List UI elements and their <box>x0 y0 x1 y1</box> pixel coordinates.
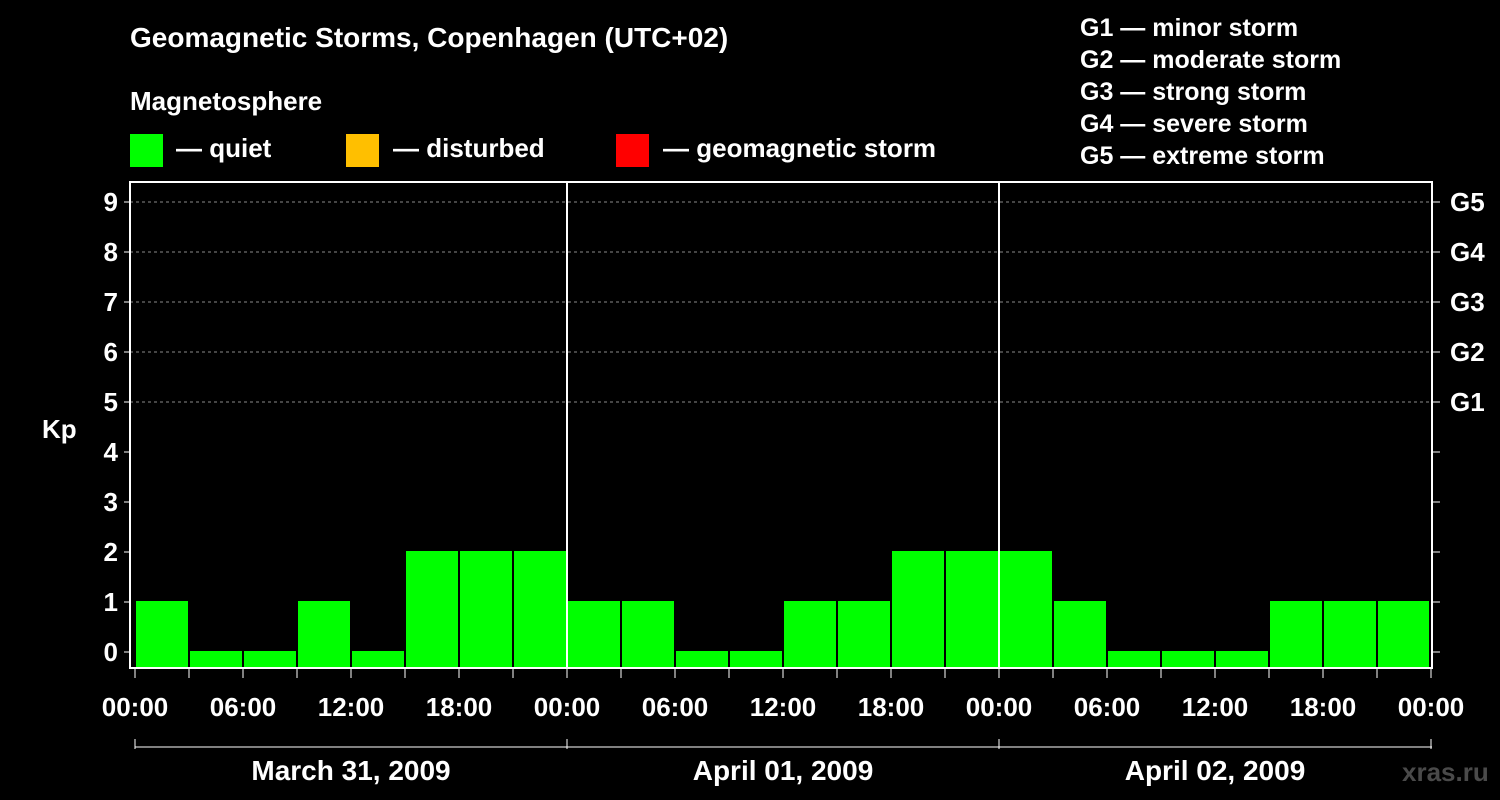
kp-bar <box>946 551 998 667</box>
y-axis-label: Kp <box>42 414 77 444</box>
kp-bar <box>244 651 296 667</box>
chart-title: Geomagnetic Storms, Copenhagen (UTC+02) <box>130 22 729 53</box>
day-label: April 01, 2009 <box>693 755 874 786</box>
y-tick-label: 5 <box>104 387 118 417</box>
storm-axis-label: G1 <box>1450 387 1485 417</box>
kp-bar <box>1000 551 1052 667</box>
day-label: March 31, 2009 <box>251 755 450 786</box>
kp-bar <box>892 551 944 667</box>
x-tick-label: 12:00 <box>750 692 817 722</box>
legend-swatch-storm <box>616 134 649 167</box>
x-tick-label: 06:00 <box>210 692 277 722</box>
x-tick-label: 18:00 <box>858 692 925 722</box>
storm-level-g1: G1 — minor storm <box>1080 14 1299 42</box>
kp-bar <box>784 601 836 667</box>
kp-bar <box>406 551 458 667</box>
legend-swatch-disturbed <box>346 134 379 167</box>
legend-heading: Magnetosphere <box>130 86 323 116</box>
storm-axis-label: G2 <box>1450 337 1485 367</box>
kp-bar <box>622 601 674 667</box>
kp-bar <box>190 651 242 667</box>
x-tick-label: 18:00 <box>426 692 493 722</box>
kp-bar <box>676 651 728 667</box>
kp-bar <box>1378 601 1429 667</box>
x-tick-label: 00:00 <box>966 692 1033 722</box>
kp-bar <box>460 551 512 667</box>
storm-axis-label: G4 <box>1450 237 1485 267</box>
kp-bar <box>514 551 566 667</box>
x-tick-label: 12:00 <box>318 692 385 722</box>
kp-bar <box>1270 601 1322 667</box>
x-tick-label: 00:00 <box>1398 692 1465 722</box>
storm-level-g3: G3 — strong storm <box>1080 78 1307 106</box>
x-tick-label: 06:00 <box>1074 692 1141 722</box>
storm-axis-label: G5 <box>1450 187 1485 217</box>
legend-label-quiet: — quiet <box>176 133 272 163</box>
y-tick-label: 4 <box>104 437 119 467</box>
x-tick-label: 18:00 <box>1290 692 1357 722</box>
y-tick-label: 3 <box>104 487 118 517</box>
kp-bar <box>352 651 404 667</box>
x-tick-label: 00:00 <box>102 692 169 722</box>
kp-bar <box>838 601 890 667</box>
legend-label-storm: — geomagnetic storm <box>663 133 937 163</box>
storm-level-g4: G4 — severe storm <box>1080 110 1308 138</box>
legend-label-disturbed: — disturbed <box>393 133 545 163</box>
kp-bar <box>298 601 350 667</box>
kp-bar <box>1324 601 1376 667</box>
storm-level-g2: G2 — moderate storm <box>1080 46 1342 74</box>
kp-bar <box>730 651 782 667</box>
kp-bar <box>568 601 620 667</box>
storm-level-g5: G5 — extreme storm <box>1080 142 1325 170</box>
day-label: April 02, 2009 <box>1125 755 1306 786</box>
x-tick-label: 12:00 <box>1182 692 1249 722</box>
kp-bar <box>1054 601 1106 667</box>
plot-frame <box>129 181 1433 669</box>
y-tick-label: 9 <box>104 187 118 217</box>
y-tick-label: 8 <box>104 237 118 267</box>
x-tick-label: 06:00 <box>642 692 709 722</box>
kp-bar <box>1162 651 1214 667</box>
storm-axis-label: G3 <box>1450 287 1485 317</box>
y-tick-label: 1 <box>104 587 118 617</box>
legend-swatch-quiet <box>130 134 163 167</box>
credit-watermark: xras.ru <box>1402 757 1489 787</box>
kp-bar <box>1216 651 1268 667</box>
kp-bar <box>136 601 188 667</box>
kp-bar <box>1108 651 1160 667</box>
y-tick-label: 7 <box>104 287 118 317</box>
y-tick-label: 0 <box>104 637 118 667</box>
y-tick-label: 2 <box>104 537 118 567</box>
x-tick-label: 00:00 <box>534 692 601 722</box>
y-tick-label: 6 <box>104 337 118 367</box>
